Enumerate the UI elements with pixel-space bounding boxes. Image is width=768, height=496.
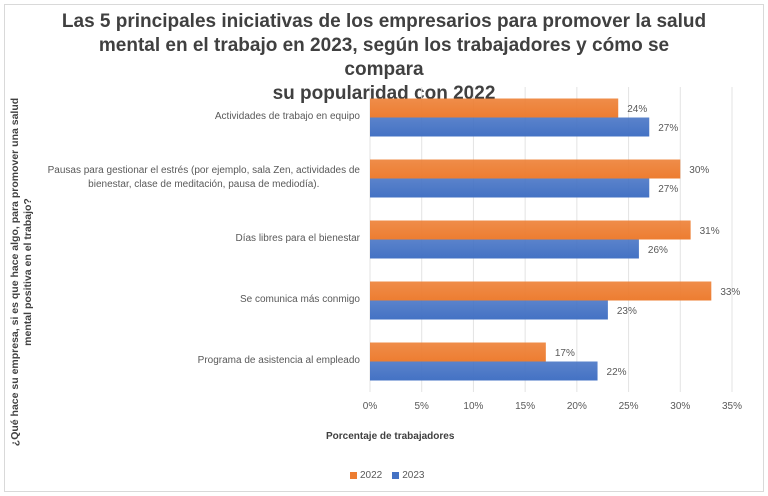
category-label-line: Se comunica más conmigo [239, 293, 360, 305]
x-axis-title: Porcentaje de trabajadores [326, 431, 455, 442]
x-tick-label: 35% [722, 401, 742, 412]
legend-item-2022: 2022 [350, 470, 382, 481]
x-tick-label: 0% [363, 401, 378, 412]
legend-swatch-2022 [350, 472, 357, 479]
data-label: 22% [607, 367, 627, 378]
category-label: Actividades de trabajo en equipo [215, 110, 360, 124]
category-label-line: Actividades de trabajo en equipo [214, 110, 360, 122]
bar-2023 [370, 300, 608, 320]
data-label: 31% [700, 226, 720, 237]
category-label: Programa de asistencia al empleado [198, 354, 360, 368]
bar-2023 [370, 178, 650, 198]
data-label: 26% [648, 245, 668, 256]
data-label: 24% [627, 104, 647, 115]
chart-title-line: mental en el trabajo en 2023, según los … [98, 35, 670, 80]
category-label-line: Pausas para gestionar el estrés (por eje… [47, 164, 360, 176]
legend-swatch-2023 [392, 472, 400, 479]
bar-2022 [370, 220, 691, 240]
bar-2023 [370, 117, 650, 137]
chart-title-line: Las 5 principales iniciativas de los emp… [61, 11, 707, 32]
category-label: Pausas para gestionar el estrés (por eje… [48, 164, 360, 192]
chart-title: Las 5 principales iniciativas de los emp… [60, 10, 708, 106]
bar-2022 [370, 281, 712, 301]
bar-2022 [370, 98, 619, 118]
x-tick-label: 15% [515, 401, 535, 412]
bar-2023 [370, 361, 598, 381]
data-label: 33% [720, 287, 740, 298]
category-label-line: Programa de asistencia al empleado [197, 354, 360, 366]
data-label: 23% [617, 306, 637, 317]
data-label: 27% [658, 123, 678, 134]
bar-2022 [370, 342, 546, 362]
x-tick-label: 20% [567, 401, 587, 412]
category-label: Días libres para el bienestar [235, 232, 360, 246]
bar-2023 [370, 239, 639, 259]
data-label: 27% [658, 184, 678, 195]
bar-2022 [370, 159, 681, 179]
category-label-line: bienestar, clase de meditación, pausa de… [88, 178, 320, 190]
x-tick-label: 10% [463, 401, 483, 412]
data-label: 17% [555, 348, 575, 359]
legend: 2022 2023 [350, 470, 425, 481]
category-label: Se comunica más conmigo [240, 293, 360, 307]
x-tick-label: 5% [414, 401, 429, 412]
legend-label-2023: 2023 [402, 470, 425, 481]
legend-label-2022: 2022 [360, 470, 383, 481]
x-tick-label: 30% [670, 401, 690, 412]
legend-item-2023: 2023 [392, 470, 425, 481]
data-label: 30% [689, 165, 709, 176]
x-tick-label: 25% [619, 401, 639, 412]
category-label-line: Días libres para el bienestar [235, 232, 360, 244]
